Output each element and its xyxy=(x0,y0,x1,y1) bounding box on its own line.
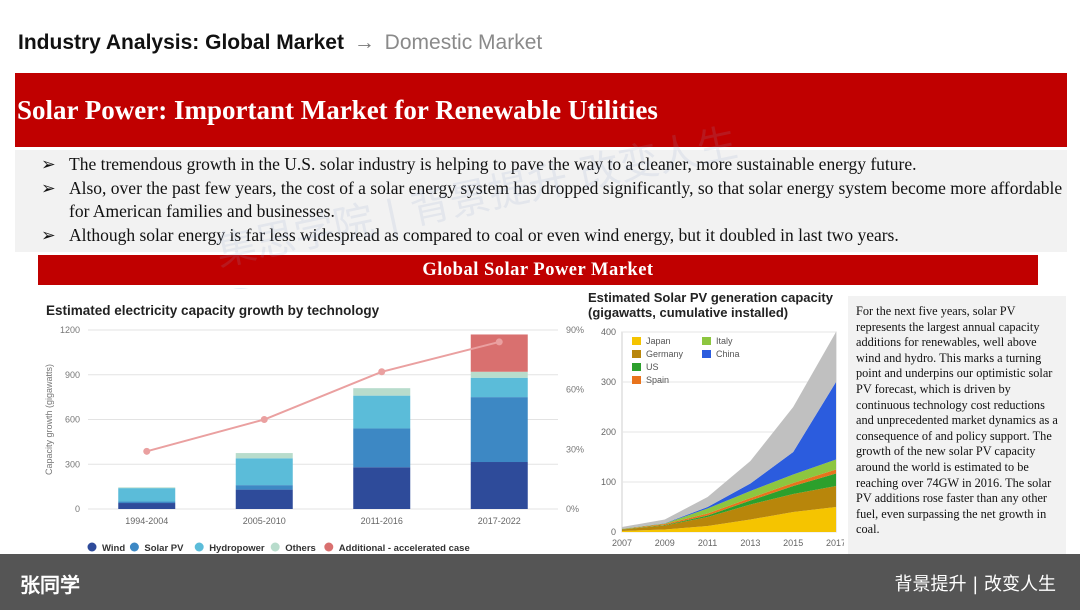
bar-segment xyxy=(470,377,528,398)
y-tick-label: 0 xyxy=(611,527,616,537)
bullet-item: ➢ Also, over the past few years, the cost… xyxy=(41,177,1067,224)
legend-label: Italy xyxy=(716,336,733,346)
breadcrumb: Industry Analysis: Global Market → Domes… xyxy=(18,31,542,55)
bar-segment xyxy=(353,395,411,429)
y2-tick-label: 0% xyxy=(566,504,579,514)
x-tick-label: 2017-2022 xyxy=(478,516,521,526)
legend-marker xyxy=(632,363,641,371)
slide-title: Solar Power: Important Market for Renewa… xyxy=(17,94,658,125)
arrow-bullet-icon: ➢ xyxy=(41,177,56,198)
percentage-point xyxy=(260,416,268,423)
y-tick-label: 400 xyxy=(601,327,616,337)
area-series xyxy=(622,382,836,529)
legend-label: Others xyxy=(285,543,316,554)
chart-title: Estimated Solar PV generation capacity (… xyxy=(588,290,833,320)
percentage-line xyxy=(146,340,500,453)
y-axis-label: Capacity growth (gigawatts) xyxy=(44,364,54,475)
area-series xyxy=(622,332,836,529)
legend-marker xyxy=(270,542,280,552)
legend-marker xyxy=(129,542,139,552)
market-description: For the next five years, solar PV repres… xyxy=(848,296,1066,558)
legend-label: Spain xyxy=(646,375,669,385)
y-tick-label: 900 xyxy=(65,370,80,380)
y2-tick-label: 60% xyxy=(566,385,584,395)
legend-label: Solar PV xyxy=(144,543,184,554)
bar-segment xyxy=(353,388,411,396)
x-tick-label: 2015 xyxy=(783,538,803,548)
bar-segment xyxy=(118,501,176,504)
x-tick-label: 2007 xyxy=(612,538,632,548)
legend-marker xyxy=(632,337,641,345)
bullet-text: The tremendous growth in the U.S. solar … xyxy=(69,154,917,174)
arrow-bullet-icon: ➢ xyxy=(41,154,56,174)
legend-marker xyxy=(632,376,641,384)
x-tick-label: 2013 xyxy=(740,538,760,548)
bar-segment xyxy=(470,371,528,378)
y2-tick-label: 90% xyxy=(566,325,584,335)
y2-tick-label: 30% xyxy=(566,444,584,454)
bar-segment xyxy=(235,485,293,490)
bullet-item: ➢ Although solar energy is far less wides… xyxy=(41,224,1067,248)
x-tick-label: 2005-2010 xyxy=(243,516,286,526)
legend-marker xyxy=(324,542,334,552)
legend-label: Additional - accelerated case xyxy=(339,543,470,554)
capacity-growth-svg: 0 300 600 900 1200 0% 30% 60% 90% Capacity growth… xyxy=(44,325,584,567)
legend-marker xyxy=(702,350,711,358)
legend-marker xyxy=(632,350,641,358)
breadcrumb-arrow-icon: → xyxy=(353,31,375,54)
y-tick-label: 300 xyxy=(65,459,80,469)
chart-title: Estimated electricity capacity growth by… xyxy=(46,303,380,318)
footer-slogan: 背景提升 | 改变人生 xyxy=(894,574,1056,595)
bullet-item: ➢ The tremendous growth in the U.S. solar… xyxy=(41,153,1067,177)
legend-label: Germany xyxy=(646,349,684,359)
arrow-bullet-icon: ➢ xyxy=(41,224,56,245)
percentage-point xyxy=(378,368,386,376)
bar-segment xyxy=(235,489,293,509)
slide-title-bar: Solar Power: Important Market for Renewa… xyxy=(15,73,1067,147)
legend-label: Hydropower xyxy=(209,543,265,554)
y-tick-label: 1200 xyxy=(60,325,80,335)
y-tick-label: 600 xyxy=(65,415,80,425)
percentage-point xyxy=(143,447,151,455)
legend-label: Japan xyxy=(646,336,671,346)
solar-pv-capacity-chart: Estimated Solar PV generation capacity (… xyxy=(588,289,846,557)
x-tick-label: 2011 xyxy=(698,538,717,548)
bar-segment xyxy=(353,467,411,509)
bar-segment xyxy=(353,428,411,468)
legend-marker xyxy=(702,337,711,345)
x-tick-label: 2017 xyxy=(826,538,844,548)
y-tick-label: 100 xyxy=(601,477,616,487)
bar-segment xyxy=(470,397,528,463)
y-tick-label: 200 xyxy=(601,427,616,437)
solar-pv-capacity-svg: 0 100 200 300 400 2007 2009 2011 2013 2015 2017 Jap… xyxy=(601,327,846,548)
bar-segment xyxy=(118,503,176,509)
bullet-list: ➢ The tremendous growth in the U.S. solar… xyxy=(15,150,1067,252)
x-tick-label: 2009 xyxy=(655,538,675,548)
footer-bar: 张同学 背景提升 | 改变人生 xyxy=(0,554,1080,610)
capacity-growth-chart: Estimated electricity capacity growth by… xyxy=(38,289,586,567)
legend-label: Wind xyxy=(102,543,125,554)
y-tick-label: 0 xyxy=(75,504,80,514)
legend-label: China xyxy=(716,349,740,359)
percentage-point xyxy=(495,338,503,346)
bullet-text: Although solar energy is far less widesp… xyxy=(69,224,899,245)
bullet-text: Also, over the past few years, the cost … xyxy=(69,177,1063,222)
bar-segment xyxy=(470,462,528,509)
x-tick-label: 1994-2004 xyxy=(125,516,168,526)
legend-label: US xyxy=(646,362,659,372)
legend-marker xyxy=(87,542,97,552)
bar-segment xyxy=(118,487,176,489)
breadcrumb-next[interactable]: Domestic Market xyxy=(384,31,543,54)
breadcrumb-current: Industry Analysis: Global Market xyxy=(18,31,344,54)
section-title: Global Solar Power Market xyxy=(38,255,1038,285)
bar-segment xyxy=(235,453,293,459)
bar-segment xyxy=(118,488,176,502)
bar-segment xyxy=(235,458,293,486)
area-series xyxy=(622,486,836,531)
footer-author: 张同学 xyxy=(20,573,80,597)
y-tick-label: 300 xyxy=(601,377,616,387)
x-tick-label: 2011-2016 xyxy=(361,516,403,526)
legend-marker xyxy=(194,542,204,552)
area-series xyxy=(622,507,836,532)
